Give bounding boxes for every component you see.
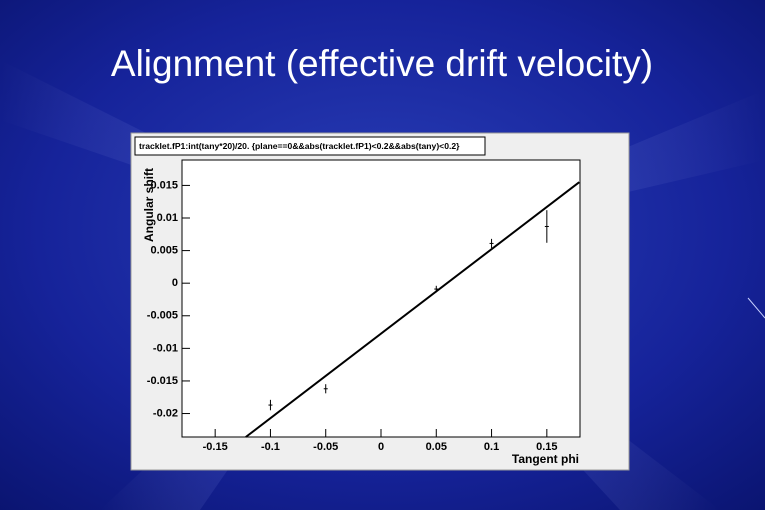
- y-tick-label: 0.01: [157, 212, 178, 224]
- y-tick-label: -0.005: [147, 310, 178, 322]
- y-axis-label: Angular shift: [142, 168, 156, 242]
- x-tick-label: 0.05: [426, 441, 447, 453]
- fit-line: [245, 181, 580, 438]
- x-tick-label: 0.1: [484, 441, 499, 453]
- x-tick-label: -0.15: [203, 441, 228, 453]
- y-tick-label: -0.02: [153, 407, 178, 419]
- x-axis-label: Tangent phi: [512, 452, 579, 466]
- x-tick-label: 0.15: [536, 441, 557, 453]
- y-tick-label: -0.015: [147, 375, 178, 387]
- x-tick-label: -0.1: [261, 441, 280, 453]
- slide-title: Alignment (effective drift velocity): [111, 43, 653, 84]
- y-tick-label: -0.01: [153, 342, 178, 354]
- decor-line: [747, 297, 765, 319]
- y-tick-label: 0.015: [150, 179, 178, 191]
- x-tick-label: -0.05: [313, 441, 338, 453]
- plot-title-box: [134, 136, 486, 156]
- plot-title: tracklet.fP1:int(tany*20)/20. {plane==0&…: [139, 141, 460, 151]
- plot-frame: [181, 159, 581, 438]
- x-tick-label: 0: [378, 441, 384, 453]
- y-tick-label: 0.005: [150, 245, 178, 257]
- y-tick-label: 0: [172, 277, 178, 289]
